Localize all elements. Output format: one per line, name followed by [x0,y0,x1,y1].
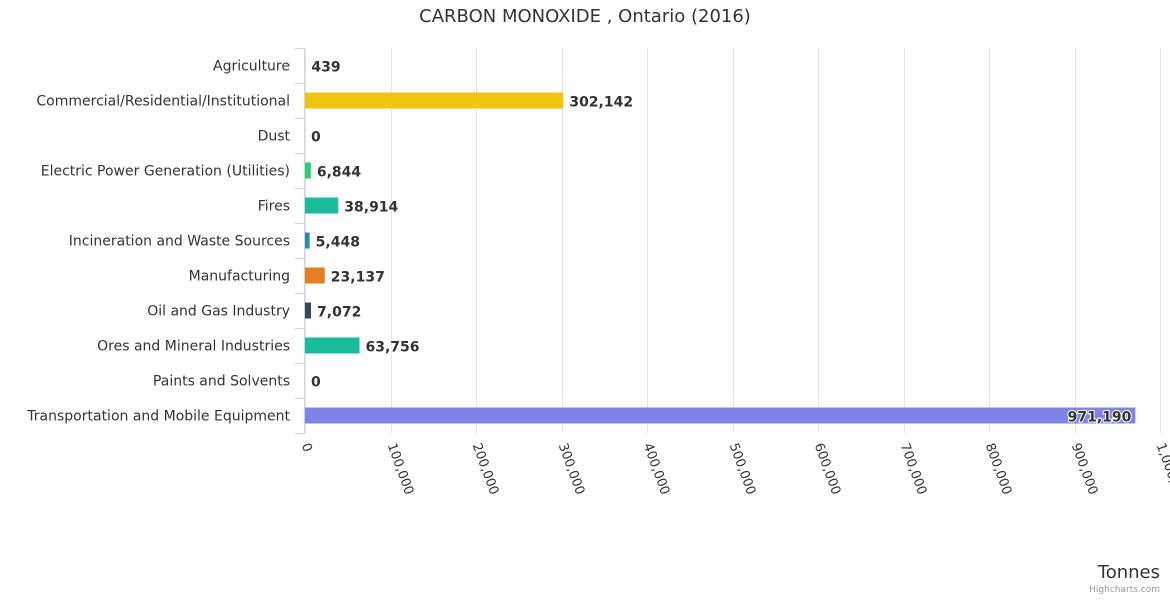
x-tick-label: 300,000 [555,441,587,497]
bar[interactable] [305,232,310,249]
bar[interactable] [305,302,312,319]
x-tick-label: 900,000 [1068,441,1100,497]
bar[interactable] [305,92,564,109]
bar[interactable] [305,407,1136,424]
bar[interactable] [305,267,325,284]
x-tick-label: 100,000 [384,441,416,497]
chart-title: CARBON MONOXIDE , Ontario (2016) [419,6,751,27]
x-tick-label: 800,000 [982,441,1014,497]
x-tick-label: 400,000 [640,441,672,497]
category-label: Manufacturing [189,269,290,285]
credits-link[interactable]: Highcharts.com [1089,585,1160,595]
x-tick-label: 600,000 [811,441,843,497]
category-label: Electric Power Generation (Utilities) [41,164,290,180]
x-tick-label: 700,000 [897,441,929,497]
category-label: Incineration and Waste Sources [69,234,290,250]
x-tick-label: 0 [298,441,315,454]
category-label: Oil and Gas Industry [147,304,290,320]
bar[interactable] [305,337,360,354]
grid-lines [295,48,1161,434]
bar[interactable] [305,162,311,179]
category-label: Paints and Solvents [153,374,290,390]
data-label: 23,137 [331,270,385,286]
x-tick-label: 1,000,000 [1153,441,1170,508]
data-label: 7,072 [317,305,361,321]
data-label: 302,142 [569,95,633,111]
data-label: 971,190 [1068,410,1132,426]
bar[interactable] [305,197,339,214]
data-label: 6,844 [317,165,362,181]
category-label: Agriculture [213,59,290,75]
x-axis-title: Tonnes [1097,562,1160,583]
x-tick-label: 200,000 [469,441,501,497]
data-label: 0 [311,130,321,146]
category-label: Fires [258,199,290,215]
x-tick-label: 500,000 [726,441,758,497]
data-label: 38,914 [344,200,398,216]
data-label: 0 [311,375,321,391]
bars [305,57,1136,424]
data-label: 439 [311,60,340,76]
category-label: Transportation and Mobile Equipment [26,409,290,425]
labels: 0 100,000 200,000 300,000 400,000 500,000 600,… [26,59,1170,509]
category-label: Commercial/Residential/Institutional [36,94,290,110]
data-label: 5,448 [316,235,360,251]
category-label: Dust [258,129,291,145]
data-label: 63,756 [366,340,420,356]
category-label: Ores and Mineral Industries [97,339,290,355]
